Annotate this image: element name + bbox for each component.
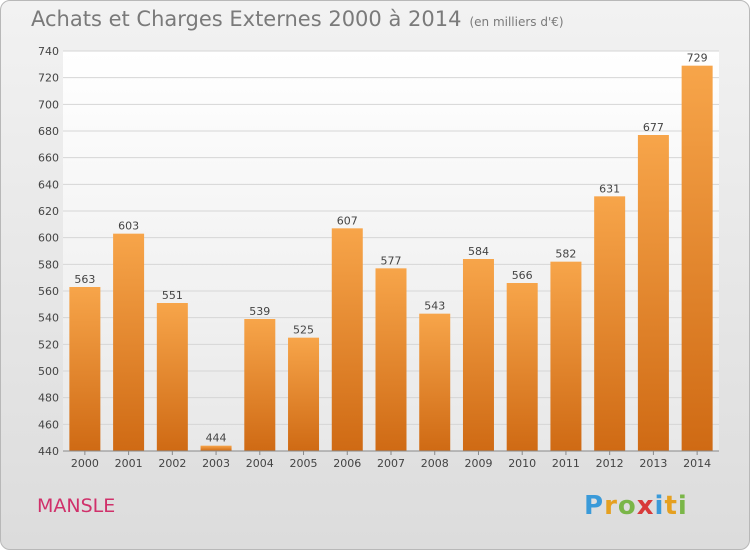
chart-title: Achats et Charges Externes 2000 à 2014 (e… xyxy=(31,7,564,31)
x-tick-label: 2011 xyxy=(552,457,580,470)
y-tick-label: 640 xyxy=(38,178,59,191)
y-tick-label: 460 xyxy=(38,418,59,431)
data-label: 551 xyxy=(162,289,183,302)
y-tick-label: 720 xyxy=(38,72,59,85)
data-label: 584 xyxy=(468,245,489,258)
y-tick-label: 440 xyxy=(38,445,59,458)
x-tick-label: 2010 xyxy=(508,457,536,470)
logo-letter: x xyxy=(636,491,655,521)
data-label: 677 xyxy=(643,121,664,134)
data-label: 631 xyxy=(599,182,620,195)
x-tick-label: 2012 xyxy=(596,457,624,470)
x-tick-label: 2013 xyxy=(639,457,667,470)
x-tick-label: 2000 xyxy=(71,457,99,470)
y-tick-label: 520 xyxy=(38,338,59,351)
y-tick-label: 540 xyxy=(38,312,59,325)
chart-title-text: Achats et Charges Externes 2000 à 2014 xyxy=(31,7,462,31)
bar-2006 xyxy=(331,228,363,451)
y-tick-label: 660 xyxy=(38,152,59,165)
data-label: 607 xyxy=(337,214,358,227)
bar-2002 xyxy=(156,303,188,451)
y-tick-label: 740 xyxy=(38,45,59,58)
commune-name: MANSLE xyxy=(37,495,116,517)
x-tick-label: 2007 xyxy=(377,457,405,470)
x-tick-label: 2003 xyxy=(202,457,230,470)
bar-2001 xyxy=(113,233,145,451)
data-label: 525 xyxy=(293,324,314,337)
x-tick-label: 2001 xyxy=(115,457,143,470)
data-label: 539 xyxy=(249,305,270,318)
x-tick-label: 2005 xyxy=(290,457,318,470)
data-label: 603 xyxy=(118,220,139,233)
bar-2003 xyxy=(200,445,232,451)
y-tick-label: 620 xyxy=(38,205,59,218)
data-label: 577 xyxy=(381,254,402,267)
x-tick-label: 2002 xyxy=(158,457,186,470)
logo-letter: t xyxy=(664,491,678,521)
x-axis: 2000 2001 2002 2003 2004 2005 2006 2007 2008 2009… xyxy=(71,451,711,470)
y-tick-label: 560 xyxy=(38,285,59,298)
x-tick-label: 2004 xyxy=(246,457,274,470)
bar-2013 xyxy=(637,135,669,451)
data-label: 444 xyxy=(206,432,227,445)
y-tick-label: 700 xyxy=(38,98,59,111)
x-tick-label: 2008 xyxy=(421,457,449,470)
bar-2008 xyxy=(419,313,451,451)
y-tick-label: 580 xyxy=(38,258,59,271)
bar-2014 xyxy=(681,65,713,452)
data-label: 566 xyxy=(512,269,533,282)
logo-letter: r xyxy=(604,491,618,521)
bar-2007 xyxy=(375,268,407,451)
y-tick-label: 600 xyxy=(38,232,59,245)
data-label: 729 xyxy=(687,52,708,65)
chart-unit: (en milliers d'€) xyxy=(469,15,564,29)
data-label: 582 xyxy=(555,248,576,261)
data-label: 563 xyxy=(74,273,95,286)
bar-2012 xyxy=(594,196,626,451)
bar-2011 xyxy=(550,261,582,451)
y-tick-label: 500 xyxy=(38,365,59,378)
y-axis: 440 460 480 500 520 540 560 580 600 620 640 660 680 7… xyxy=(38,45,59,458)
bar-2004 xyxy=(244,319,276,451)
bar-2005 xyxy=(288,337,320,451)
logo-letter: P xyxy=(584,491,605,521)
bar-2009 xyxy=(462,259,494,451)
logo-letter: i xyxy=(677,491,688,521)
bar-2000 xyxy=(69,287,101,451)
x-tick-label: 2009 xyxy=(464,457,492,470)
bars: 563 603 551 444 539 525 607 577 543 584 566 582 631 6… xyxy=(69,52,713,452)
y-tick-label: 680 xyxy=(38,125,59,138)
logo-letter: i xyxy=(654,491,665,521)
logo-letter: o xyxy=(617,491,637,521)
x-tick-label: 2014 xyxy=(683,457,711,470)
x-tick-label: 2006 xyxy=(333,457,361,470)
y-tick-label: 480 xyxy=(38,392,59,405)
proxiti-logo: Proxiti xyxy=(584,491,688,521)
bar-2010 xyxy=(506,283,538,451)
data-label: 543 xyxy=(424,300,445,313)
